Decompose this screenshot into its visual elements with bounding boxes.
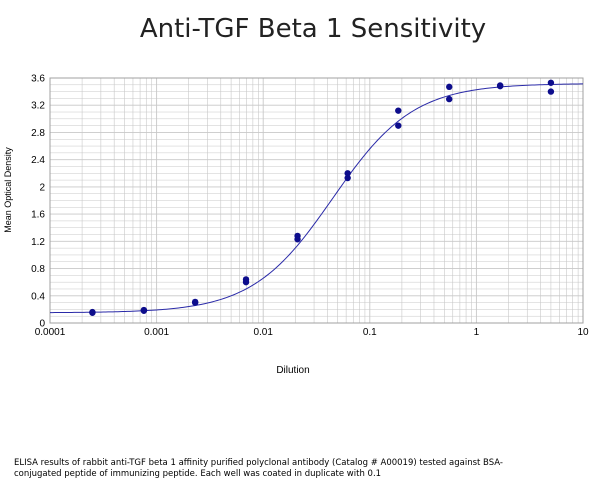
x-tick-label: 0.0001 <box>35 327 66 338</box>
data-point <box>89 309 96 316</box>
data-point <box>446 83 453 91</box>
data-point <box>191 299 199 306</box>
tick-labels: 0 0.4 0.8 1.2 1.6 2 2.4 2.8 3.2 3.6 0.0001 0.001 0.0… <box>31 74 589 339</box>
y-tick-label: 3.6 <box>31 74 45 85</box>
fit-curve-layer <box>49 83 584 314</box>
y-tick-label: 2 <box>39 182 45 193</box>
x-axis-label: Dilution <box>276 365 309 376</box>
y-tick-label: 0 <box>39 319 45 330</box>
x-tick-label: 0.01 <box>253 327 273 338</box>
fit-curve <box>49 83 584 314</box>
x-tick-label: 10 <box>577 327 589 338</box>
y-tick-label: 1.2 <box>31 237 45 248</box>
data-point <box>496 82 504 90</box>
data-point <box>344 170 351 177</box>
y-tick-label: 2.4 <box>31 155 45 166</box>
plot-frame <box>49 77 584 324</box>
caption-line-2: conjugated peptide of immunizing peptide… <box>14 469 382 479</box>
x-tick-label: 0.1 <box>363 327 377 338</box>
data-point <box>547 88 555 95</box>
plot-border <box>49 77 584 324</box>
data-point <box>242 278 250 286</box>
y-tick-label: 2.8 <box>31 128 45 139</box>
chart-title: Anti-TGF Beta 1 Sensitivity <box>139 14 487 44</box>
caption-line-1: ELISA results of rabbit anti-TGF beta 1 … <box>14 458 503 468</box>
data-point <box>395 122 402 129</box>
y-axis-label: Mean Optical Density <box>3 147 13 233</box>
y-tick-label: 0.8 <box>31 264 45 275</box>
y-tick-label: 1.6 <box>31 210 45 221</box>
data-point <box>547 79 555 86</box>
chart-svg: 0 0.4 0.8 1.2 1.6 2 2.4 2.8 3.2 3.6 0.0001 0.001 0.0… <box>3 74 589 377</box>
grid-layer <box>49 77 583 324</box>
data-point <box>395 107 402 114</box>
data-point <box>140 307 148 314</box>
data-point <box>294 236 301 243</box>
y-tick-label: 0.4 <box>31 291 45 302</box>
x-tick-label: 0.001 <box>144 327 169 338</box>
data-point <box>446 95 453 103</box>
y-tick-label: 3.2 <box>31 101 45 112</box>
data-points <box>89 79 555 316</box>
figure-caption: ELISA results of rabbit anti-TGF beta 1 … <box>14 458 554 480</box>
data-point <box>344 174 351 182</box>
x-tick-label: 1 <box>474 327 480 338</box>
